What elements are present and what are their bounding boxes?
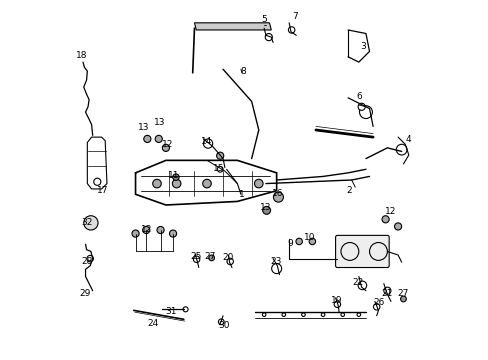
Text: 16: 16	[271, 189, 283, 198]
Circle shape	[273, 192, 283, 202]
Circle shape	[172, 179, 181, 188]
Text: 23: 23	[270, 257, 281, 266]
FancyBboxPatch shape	[335, 235, 388, 267]
Text: 26: 26	[373, 298, 385, 307]
Circle shape	[203, 179, 211, 188]
Text: 31: 31	[164, 307, 176, 316]
Text: 12: 12	[384, 207, 395, 216]
Circle shape	[308, 238, 315, 245]
Text: 4: 4	[405, 135, 411, 144]
Circle shape	[357, 103, 365, 111]
Text: 21: 21	[380, 289, 391, 298]
Text: 18: 18	[76, 51, 87, 60]
Text: 9: 9	[287, 239, 292, 248]
Circle shape	[152, 179, 161, 188]
Text: 17: 17	[97, 185, 108, 194]
Text: 27: 27	[396, 289, 407, 298]
Circle shape	[172, 174, 179, 180]
Circle shape	[132, 230, 139, 237]
Circle shape	[157, 226, 164, 234]
Text: 10: 10	[304, 233, 315, 242]
Circle shape	[162, 144, 169, 152]
Circle shape	[155, 135, 162, 143]
Circle shape	[216, 152, 224, 159]
Text: 7: 7	[292, 12, 298, 21]
Text: 27: 27	[204, 252, 215, 261]
Text: 3: 3	[360, 41, 366, 50]
Text: 29: 29	[80, 289, 91, 298]
Circle shape	[400, 296, 406, 302]
Circle shape	[254, 179, 263, 188]
Text: 2: 2	[346, 186, 351, 195]
Circle shape	[381, 216, 388, 223]
Circle shape	[169, 230, 176, 237]
Circle shape	[83, 216, 98, 230]
Text: 24: 24	[147, 319, 158, 328]
Text: 15: 15	[213, 164, 224, 173]
Text: 19: 19	[330, 296, 342, 305]
Text: 25: 25	[189, 252, 201, 261]
Circle shape	[143, 135, 151, 143]
Circle shape	[142, 226, 149, 234]
Circle shape	[295, 238, 302, 245]
Text: 20: 20	[222, 253, 233, 262]
Text: 13: 13	[154, 118, 165, 127]
Text: 5: 5	[261, 15, 267, 24]
Text: 28: 28	[81, 257, 92, 266]
Circle shape	[394, 223, 401, 230]
Text: 1: 1	[239, 190, 244, 199]
Circle shape	[208, 255, 214, 261]
Text: 12: 12	[162, 140, 173, 149]
Text: 14: 14	[200, 137, 211, 146]
Text: 6: 6	[356, 91, 362, 100]
Text: 22: 22	[352, 278, 363, 287]
Circle shape	[359, 106, 372, 118]
Text: 12: 12	[140, 225, 152, 234]
Text: 30: 30	[218, 321, 229, 330]
Text: 32: 32	[81, 218, 92, 227]
Text: 8: 8	[240, 67, 246, 76]
Polygon shape	[194, 23, 271, 30]
Text: 13: 13	[138, 123, 149, 132]
Text: 11: 11	[168, 171, 179, 180]
Circle shape	[262, 206, 270, 214]
Text: 13: 13	[259, 203, 270, 212]
